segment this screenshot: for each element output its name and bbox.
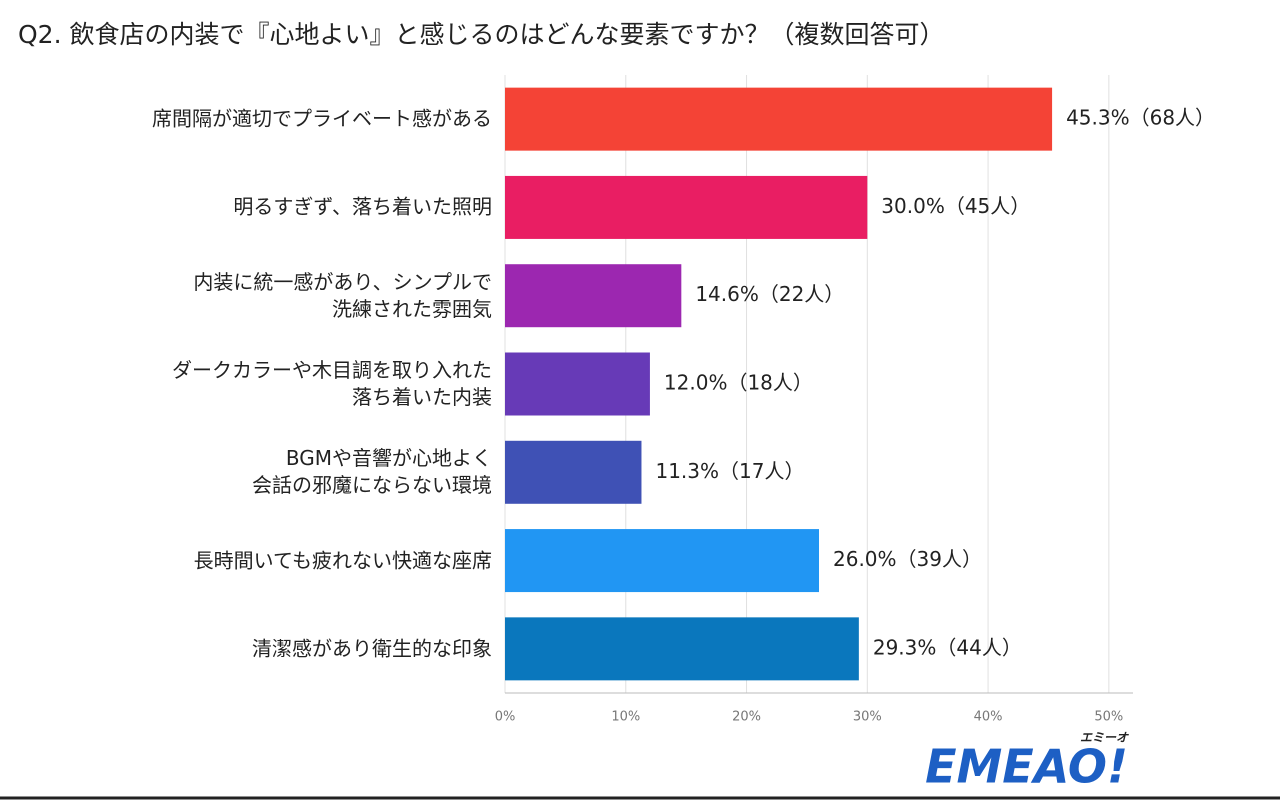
x-tick-label: 30% (853, 710, 882, 725)
value-label: 30.0%（45人） (881, 194, 1030, 218)
bar (505, 352, 650, 416)
bar (505, 617, 859, 681)
x-tick-label: 40% (974, 710, 1003, 725)
value-label: 26.0%（39人） (833, 547, 982, 571)
category-label: 長時間いても疲れない快適な座席 (193, 548, 492, 573)
category-label: BGMや音響が心地よく 会話の邪魔にならない環境 (252, 446, 492, 498)
logo-kana: エミーオ (1080, 731, 1129, 745)
logo: EMEAO! (925, 740, 1128, 794)
category-label: 席間隔が適切でプライベート感がある (152, 106, 492, 131)
category-label: 清潔感があり衛生的な印象 (252, 636, 492, 661)
value-label: 29.3%（44人） (873, 635, 1022, 659)
bar (505, 87, 1053, 151)
category-label: 明るすぎず、落ち着いた照明 (233, 194, 492, 219)
category-label: 内装に統一感があり、シンプルで 洗練された雰囲気 (193, 269, 492, 321)
bar (505, 175, 868, 239)
x-tick-label: 20% (732, 710, 761, 725)
value-label: 12.0%（18人） (664, 371, 813, 395)
value-label: 11.3%（17人） (655, 459, 804, 483)
chart-title: Q2. 飲食店の内装で『心地よい』と感じるのはどんな要素ですか？（複数回答可） (18, 20, 944, 49)
bar (505, 529, 819, 593)
bar (505, 440, 642, 504)
x-tick-label: 10% (611, 710, 640, 725)
bar (505, 264, 682, 328)
x-tick-label: 0% (495, 710, 516, 725)
x-tick-label: 50% (1094, 710, 1123, 725)
category-label: ダークカラーや木目調を取り入れた 落ち着いた内装 (172, 358, 492, 409)
value-label: 14.6%（22人） (695, 282, 844, 306)
value-label: 45.3%（68人） (1066, 106, 1215, 130)
